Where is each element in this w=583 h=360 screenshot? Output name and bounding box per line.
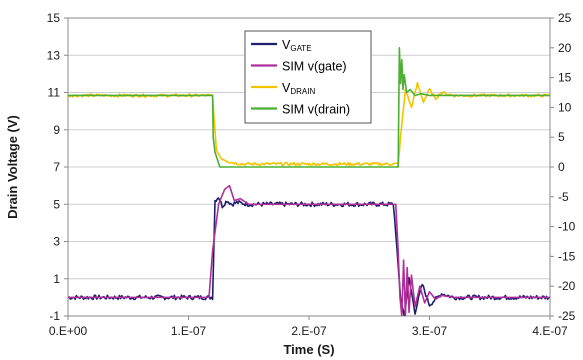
y-tick-label-right: -15 <box>558 249 576 263</box>
y-tick-label-left: -1 <box>49 309 60 323</box>
x-tick-label: 4.E-07 <box>532 324 568 338</box>
y-tick-label-left: 13 <box>47 48 61 62</box>
y-tick-label-right: -25 <box>558 309 576 323</box>
x-tick-label: 3.E-07 <box>412 324 448 338</box>
y-tick-label-right: 20 <box>558 41 572 55</box>
y-tick-label-right: 10 <box>558 100 572 114</box>
y-tick-label-right: 5 <box>558 130 565 144</box>
legend-label-1: SIM v(gate) <box>282 60 347 74</box>
y-tick-label-left: 7 <box>53 160 60 174</box>
y-tick-label-left: 11 <box>48 86 61 100</box>
y-tick-label-left: 1 <box>53 272 60 286</box>
x-axis-title: Time (S) <box>283 342 334 357</box>
y-tick-label-left: 3 <box>53 235 60 249</box>
legend-label-3: SIM v(drain) <box>282 103 350 117</box>
series-line-1 <box>68 184 550 316</box>
y-tick-label-right: 25 <box>558 11 572 25</box>
y-axis-title: Drain Voltage (V) <box>5 115 20 219</box>
legend-label-0: VGATE <box>282 38 312 53</box>
y-tick-label-right: 0 <box>558 160 565 174</box>
y-tick-label-right: -5 <box>558 190 569 204</box>
y-tick-label-right: -20 <box>558 279 576 293</box>
legend-label-2: VDRAIN <box>282 81 315 96</box>
y-tick-label-left: 5 <box>53 197 60 211</box>
x-tick-label: 1.E-07 <box>171 324 207 338</box>
series-line-3 <box>68 46 550 168</box>
y-tick-label-right: -10 <box>558 220 576 234</box>
x-tick-label: 0.E+00 <box>49 324 88 338</box>
x-tick-label: 2.E-07 <box>291 324 327 338</box>
y-tick-label-left: 15 <box>47 11 61 25</box>
y-tick-label-left: 9 <box>53 123 60 137</box>
y-tick-label-right: 15 <box>558 71 572 85</box>
